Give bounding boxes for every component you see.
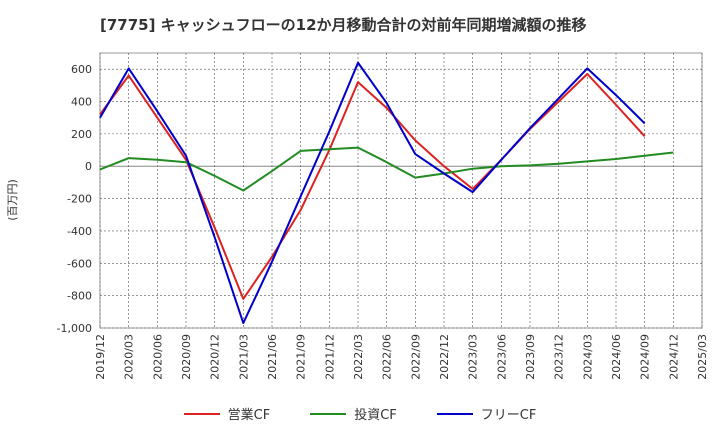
legend-swatch-operating-cf xyxy=(183,412,220,415)
series-line-2 xyxy=(99,61,646,325)
series-lines xyxy=(99,61,674,325)
x-tick-label: 2024/12 xyxy=(667,334,680,380)
legend-swatch-free-cf xyxy=(436,412,473,415)
x-tick-label: 2024/03 xyxy=(581,334,594,380)
y-tick-label: -400 xyxy=(67,225,92,238)
y-tick-label: -600 xyxy=(67,257,92,270)
plot-frame xyxy=(99,52,703,329)
x-tick-label: 2023/09 xyxy=(524,334,537,380)
legend-item-free-cf: フリーCF xyxy=(436,404,537,423)
y-tick-label: -200 xyxy=(67,193,92,206)
x-tick-label: 2021/06 xyxy=(266,334,279,380)
legend: 営業CF 投資CF フリーCF xyxy=(0,404,720,423)
x-tick-label: 2022/06 xyxy=(381,334,394,380)
y-tick-label: -800 xyxy=(67,290,92,303)
legend-item-operating-cf: 営業CF xyxy=(183,404,271,423)
series-line-1 xyxy=(99,146,674,192)
grid-lines xyxy=(99,52,703,329)
legend-label-investing-cf: 投資CF xyxy=(354,408,397,423)
legend-swatch-investing-cf xyxy=(310,412,347,415)
x-axis-ticks: 2019/12 2020/03 2020/06 2020/09 2020/12 2021/… xyxy=(94,334,709,380)
y-axis-ticks: 600 400 200 0 -200 -400 -600 -800 -1,000 xyxy=(57,63,92,335)
legend-label-operating-cf: 営業CF xyxy=(227,408,271,423)
y-axis-label: (百万円) xyxy=(6,179,19,221)
x-tick-label: 2020/09 xyxy=(180,334,193,380)
x-tick-label: 2021/12 xyxy=(323,334,336,380)
y-tick-label: 600 xyxy=(71,63,92,76)
x-tick-label: 2021/03 xyxy=(237,334,250,380)
x-tick-label: 2023/03 xyxy=(467,334,480,380)
legend-label-free-cf: フリーCF xyxy=(480,408,537,423)
x-tick-label: 2019/12 xyxy=(94,334,107,380)
chart-title: [7775] キャッシュフローの12か月移動合計の対前年同期増減額の推移 xyxy=(100,16,587,34)
x-tick-label: 2025/03 xyxy=(696,334,709,380)
y-tick-label: 400 xyxy=(71,96,92,109)
x-tick-label: 2024/06 xyxy=(610,334,623,380)
x-tick-label: 2023/12 xyxy=(553,334,566,380)
x-tick-label: 2022/09 xyxy=(409,334,422,380)
x-tick-label: 2024/09 xyxy=(639,334,652,380)
y-tick-label: 200 xyxy=(71,128,92,141)
x-tick-label: 2022/12 xyxy=(438,334,451,380)
x-tick-label: 2020/03 xyxy=(123,334,136,380)
legend-item-investing-cf: 投資CF xyxy=(310,404,397,423)
y-tick-label: 0 xyxy=(85,160,92,173)
x-tick-label: 2023/06 xyxy=(495,334,508,380)
x-tick-label: 2022/03 xyxy=(352,334,365,380)
series-line-0 xyxy=(99,73,646,300)
x-tick-label: 2020/06 xyxy=(151,334,164,380)
y-tick-label: -1,000 xyxy=(57,322,92,335)
x-tick-label: 2021/09 xyxy=(295,334,308,380)
x-tick-label: 2020/12 xyxy=(209,334,222,380)
